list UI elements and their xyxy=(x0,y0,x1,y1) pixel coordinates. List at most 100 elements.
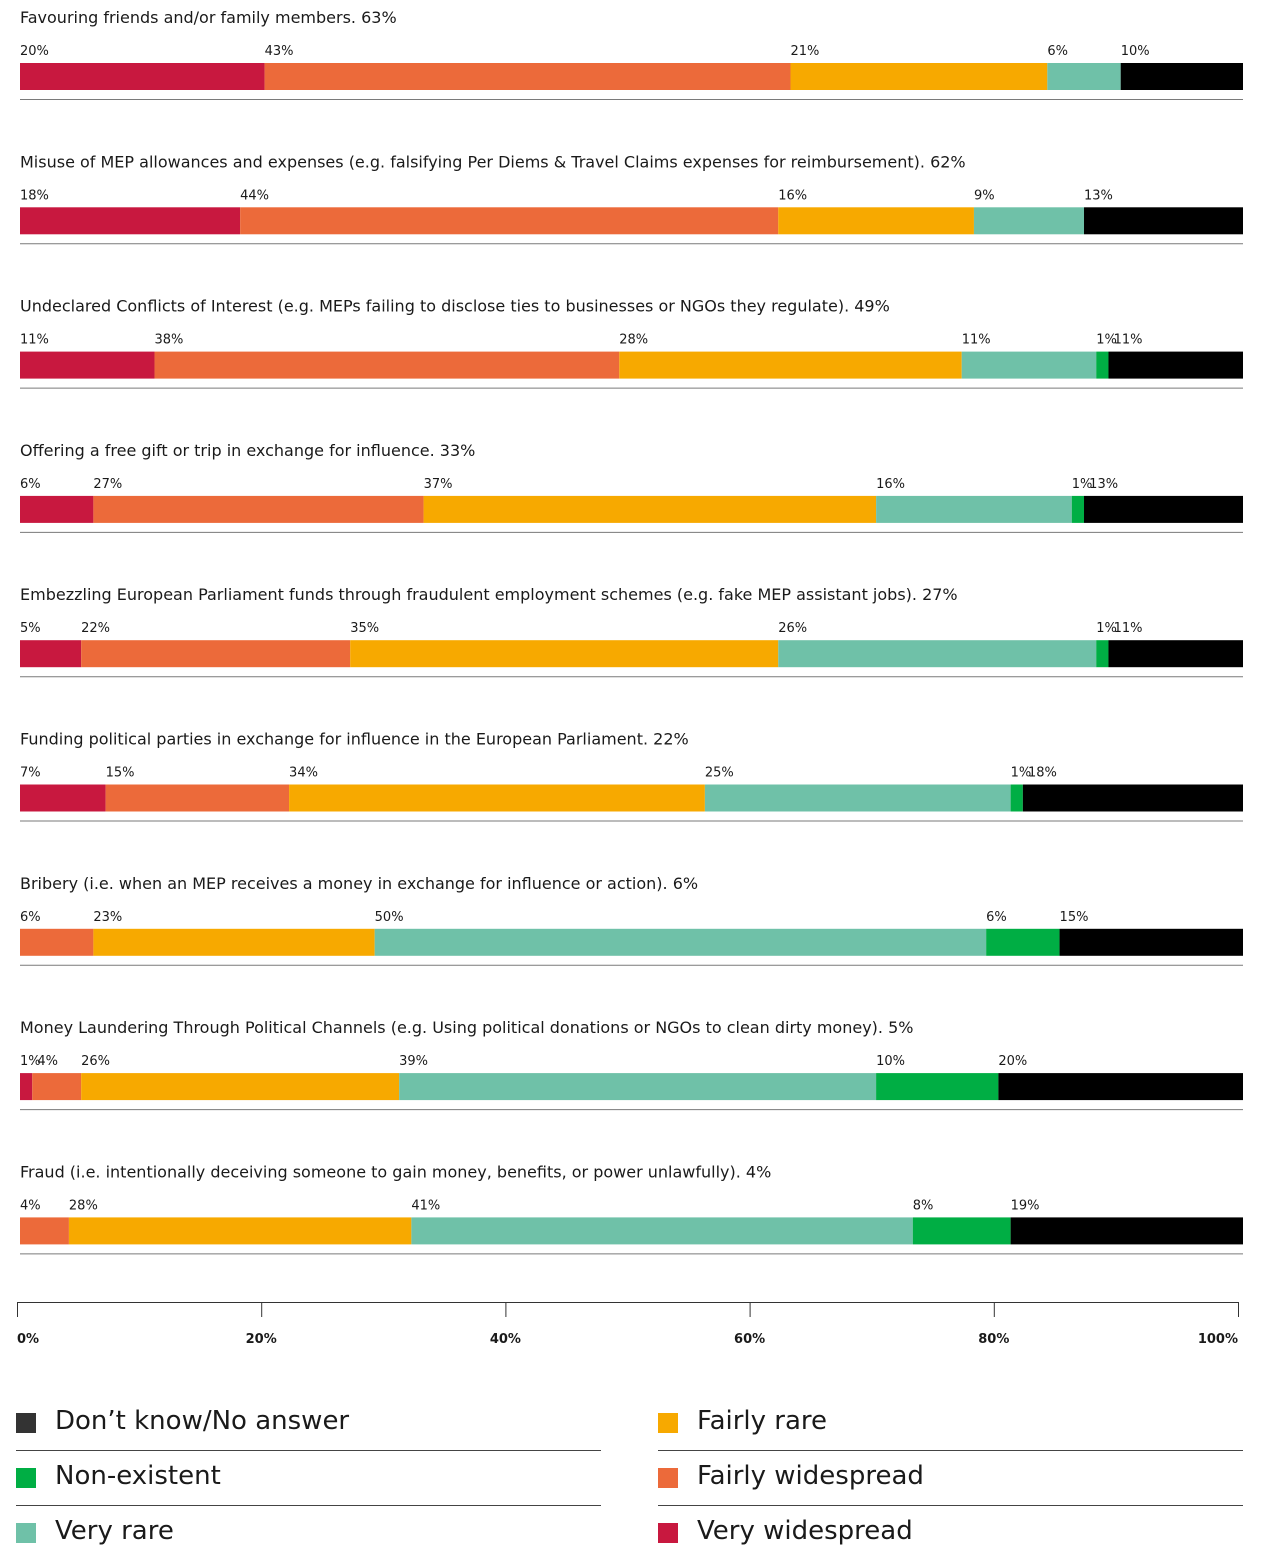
segment-value-label: 5% xyxy=(20,621,41,636)
legend-swatch-non-existent xyxy=(16,1468,36,1488)
bar-segment xyxy=(961,351,1097,379)
segment-value-label: 35% xyxy=(350,621,379,636)
segment-value-label: 20% xyxy=(998,1054,1027,1069)
bar-segment xyxy=(998,1073,1243,1101)
category-title: Offering a free gift or trip in exchange… xyxy=(20,441,475,460)
segment-value-label: 1% xyxy=(1011,766,1032,781)
legend-label-non-existent: Non-existent xyxy=(55,1461,221,1491)
segment-value-label: 28% xyxy=(69,1198,98,1213)
segment-value-label: 4% xyxy=(20,1198,41,1213)
bar-segment xyxy=(399,1073,877,1101)
segment-value-label: 25% xyxy=(705,766,734,781)
segment-value-label: 13% xyxy=(1084,188,1113,203)
bar-segment xyxy=(20,63,265,90)
segment-value-label: 4% xyxy=(37,1054,58,1069)
bar-segment xyxy=(778,207,974,235)
bar-segment xyxy=(20,1217,69,1245)
bar-segment xyxy=(154,351,620,379)
legend-item-fairly-widespread: Fairly widespread xyxy=(658,1451,1243,1506)
category-title: Misuse of MEP allowances and expenses (e… xyxy=(20,152,966,171)
segment-value-label: 20% xyxy=(20,44,49,59)
segment-value-label: 26% xyxy=(778,621,807,636)
bar-segment xyxy=(20,640,82,668)
bar-segment xyxy=(105,784,290,812)
stacked-bar-chart: Favouring friends and/or family members.… xyxy=(17,8,1243,1347)
bar-segment xyxy=(93,495,424,523)
bar-segment xyxy=(81,1073,400,1101)
bar-segment xyxy=(1108,351,1243,379)
bar-segment xyxy=(1120,63,1243,90)
bar-segment xyxy=(264,63,791,90)
segment-value-label: 18% xyxy=(20,188,49,203)
bar-segment xyxy=(1096,640,1109,668)
bar-segment xyxy=(1096,351,1109,379)
segment-value-label: 38% xyxy=(155,333,184,348)
legend-item-very-rare: Very rare xyxy=(16,1506,601,1561)
bar-segment xyxy=(619,351,962,379)
bar-segment xyxy=(704,784,1011,812)
segment-value-label: 11% xyxy=(1114,621,1143,636)
category-title: Embezzling European Parliament funds thr… xyxy=(20,585,958,604)
segment-value-label: 6% xyxy=(986,910,1007,925)
bar-segment xyxy=(20,495,94,523)
bar-segment xyxy=(350,640,779,668)
legend-item-non-existent: Non-existent xyxy=(16,1451,601,1506)
bar-segment xyxy=(240,207,779,235)
category-title: Fraud (i.e. intentionally deceiving some… xyxy=(20,1162,771,1181)
bar-segment xyxy=(1108,640,1243,668)
legend-label-fairly-widespread: Fairly widespread xyxy=(697,1461,924,1491)
segment-value-label: 43% xyxy=(265,44,294,59)
legend-label-dont-know: Don’t know/No answer xyxy=(55,1406,350,1436)
legend-swatch-very-widespread xyxy=(658,1523,678,1543)
segment-value-label: 13% xyxy=(1089,477,1118,492)
x-tick-label: 80% xyxy=(978,1332,1009,1347)
segment-value-label: 6% xyxy=(20,910,41,925)
bar-segment xyxy=(1071,495,1085,523)
segment-value-label: 37% xyxy=(424,477,453,492)
bar-segment xyxy=(20,1073,33,1101)
category-title: Favouring friends and/or family members.… xyxy=(20,8,397,27)
category-title: Undeclared Conflicts of Interest (e.g. M… xyxy=(20,297,890,316)
bar-segment xyxy=(912,1217,1011,1245)
x-tick-label: 20% xyxy=(246,1332,277,1347)
segment-value-label: 50% xyxy=(375,910,404,925)
legend-swatch-very-rare xyxy=(16,1523,36,1543)
segment-value-label: 11% xyxy=(962,333,991,348)
segment-value-label: 44% xyxy=(240,188,269,203)
bar-segment xyxy=(973,207,1085,235)
bar-segment xyxy=(289,784,705,812)
legend-item-very-widespread: Very widespread xyxy=(658,1506,1243,1561)
segment-value-label: 1% xyxy=(1072,477,1093,492)
segment-value-label: 6% xyxy=(1047,44,1068,59)
bar-segment xyxy=(1084,207,1243,235)
segment-value-label: 15% xyxy=(106,766,135,781)
bar-segment xyxy=(93,928,375,956)
segment-value-label: 9% xyxy=(974,188,995,203)
bar-segment xyxy=(778,640,1097,668)
segment-value-label: 22% xyxy=(81,621,110,636)
bar-segment xyxy=(986,928,1060,956)
bar-segment xyxy=(1010,784,1023,812)
bar-segment xyxy=(20,928,94,956)
legend-swatch-fairly-rare xyxy=(658,1413,678,1433)
bar-segment xyxy=(68,1217,412,1245)
category-title: Money Laundering Through Political Chann… xyxy=(20,1018,913,1037)
segment-value-label: 7% xyxy=(20,766,41,781)
bar-segment xyxy=(20,207,241,235)
segment-value-label: 23% xyxy=(93,910,122,925)
segment-value-label: 6% xyxy=(20,477,41,492)
category-title: Funding political parties in exchange fo… xyxy=(20,730,689,749)
segment-value-label: 16% xyxy=(778,188,807,203)
category-title: Bribery (i.e. when an MEP receives a mon… xyxy=(20,874,698,893)
segment-value-label: 1% xyxy=(1096,333,1117,348)
x-tick-label: 60% xyxy=(734,1332,765,1347)
segment-value-label: 27% xyxy=(93,477,122,492)
bar-segment xyxy=(1059,928,1243,956)
bar-segment xyxy=(374,928,987,956)
segment-value-label: 1% xyxy=(1096,621,1117,636)
x-tick-label: 40% xyxy=(490,1332,521,1347)
bar-segment xyxy=(32,1073,82,1101)
x-tick-label: 100% xyxy=(1198,1332,1238,1347)
legend-item-dont-know: Don’t know/No answer xyxy=(16,1396,601,1451)
bar-segment xyxy=(1084,495,1243,523)
